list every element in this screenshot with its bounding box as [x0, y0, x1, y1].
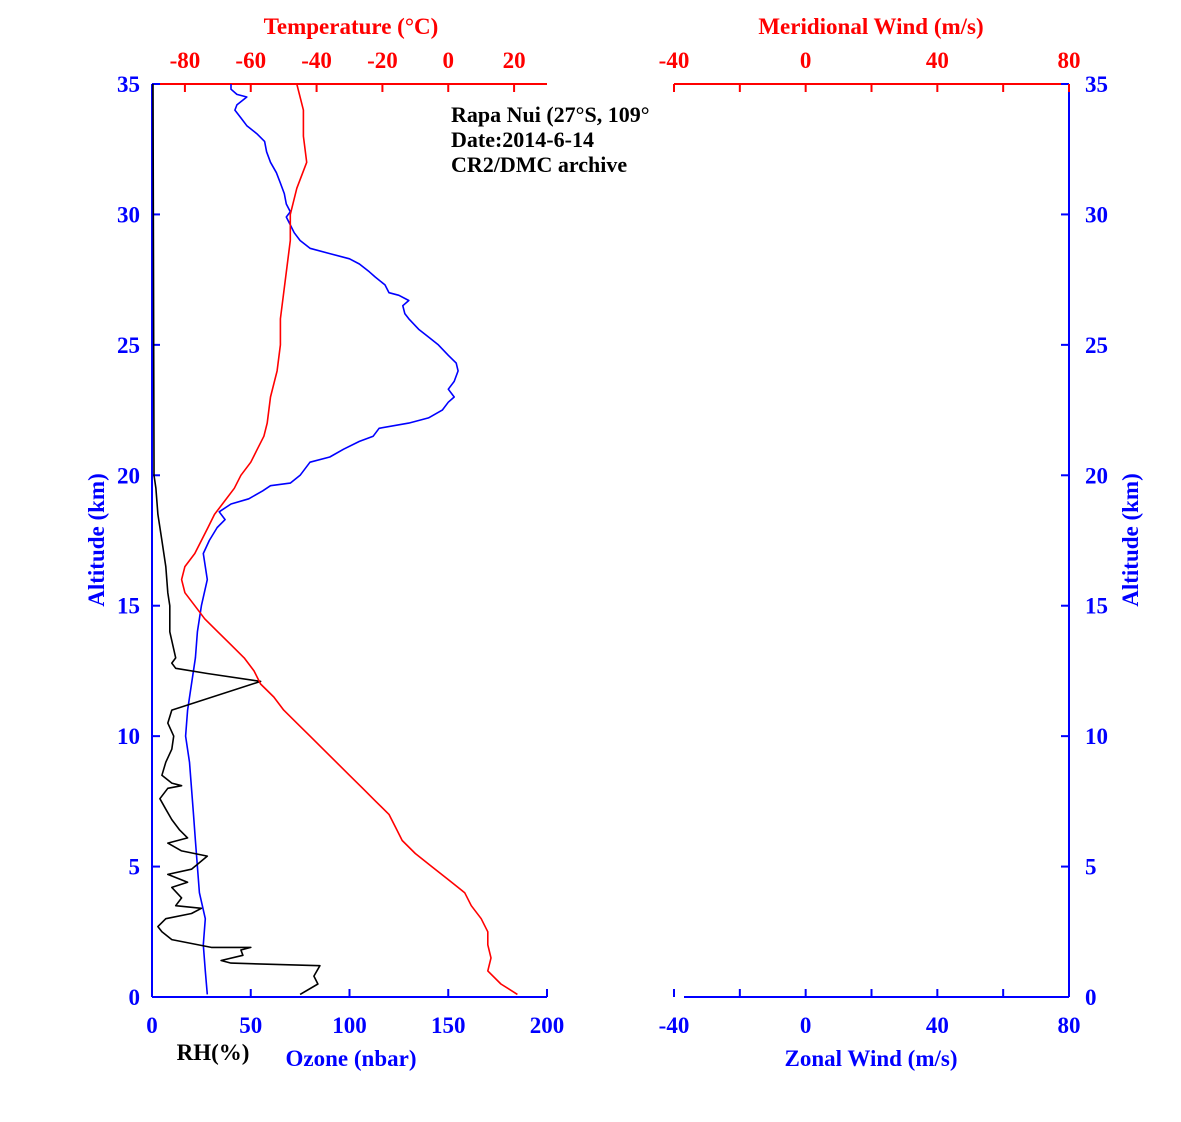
y-tick-label: 35: [1085, 72, 1108, 97]
x-top-tick-label: 80: [1058, 48, 1081, 73]
y-tick-label: 20: [1085, 463, 1108, 488]
x-top-tick-label: -80: [170, 48, 201, 73]
y-tick-label: 35: [117, 72, 140, 97]
x-bottom-tick-label: 200: [530, 1013, 565, 1038]
y-tick-label: 30: [1085, 202, 1108, 227]
x-top-tick-label: 0: [800, 48, 812, 73]
x-top-tick-label: 20: [503, 48, 526, 73]
station-annotation: Rapa Nui (27°S, 109° Date:2014-6-14 CR2/…: [451, 102, 650, 177]
left-series: [152, 83, 518, 996]
left-bottom-axis-title: Ozone (nbar): [286, 1046, 417, 1071]
right-ticks: 0 5 10 15 20 25 30 35 -40 0 40 80 -40 0 40 80: [659, 48, 1108, 1038]
archive-source: CR2/DMC archive: [451, 152, 627, 177]
right-panel: 0 5 10 15 20 25 30 35 -40 0 40 80 -40 0 40 80 Meridiona…: [659, 14, 1143, 1071]
left-top-axis-title: Temperature (°C): [264, 14, 439, 39]
x-bottom-tick-label: 0: [800, 1013, 812, 1038]
x-bottom-tick-label: 0: [146, 1013, 158, 1038]
x-bottom-tick-label: 150: [431, 1013, 466, 1038]
station-name: Rapa Nui (27°S, 109°: [451, 102, 650, 127]
x-top-tick-label: -60: [235, 48, 266, 73]
series-line: [152, 83, 321, 996]
x-bottom-tick-label: 80: [1058, 1013, 1081, 1038]
series-line: [184, 84, 459, 995]
y-tick-label: 25: [1085, 333, 1108, 358]
y-tick-label: 5: [129, 855, 141, 880]
left-ticks: 0 5 10 15 20 25 30 35 0 50 100 150 200 -80 -60 -40 -20 0 2…: [117, 48, 564, 1038]
x-top-tick-label: 0: [443, 48, 455, 73]
rh-axis-title: RH(%): [177, 1040, 250, 1065]
right-bottom-axis-title: Zonal Wind (m/s): [785, 1046, 958, 1071]
y-tick-label: 20: [117, 463, 140, 488]
y-tick-label: 25: [117, 333, 140, 358]
x-bottom-tick-label: 40: [926, 1013, 949, 1038]
y-tick-label: 15: [1085, 594, 1108, 619]
y-tick-label: 15: [117, 594, 140, 619]
left-panel: 0 5 10 15 20 25 30 35 0 50 100 150 200 -80 -60 -40 -20 0 2…: [84, 14, 650, 1071]
y-tick-label: 30: [117, 202, 140, 227]
y-tick-label: 10: [117, 724, 140, 749]
y-tick-label: 0: [129, 985, 141, 1010]
x-top-tick-label: -40: [301, 48, 332, 73]
right-top-axis-title: Meridional Wind (m/s): [758, 14, 983, 39]
x-top-tick-label: 40: [926, 48, 949, 73]
x-bottom-tick-label: 50: [239, 1013, 262, 1038]
y-tick-label: 10: [1085, 724, 1108, 749]
x-bottom-tick-label: -40: [659, 1013, 690, 1038]
x-top-tick-label: -20: [367, 48, 398, 73]
x-top-tick-label: -40: [659, 48, 690, 73]
y-tick-label: 0: [1085, 985, 1097, 1010]
right-y-axis-title: Altitude (km): [1118, 473, 1143, 607]
x-bottom-tick-label: 100: [332, 1013, 367, 1038]
series-line: [180, 83, 518, 996]
sounding-date: Date:2014-6-14: [451, 127, 594, 152]
left-y-axis-title: Altitude (km): [84, 473, 109, 607]
y-tick-label: 5: [1085, 855, 1097, 880]
